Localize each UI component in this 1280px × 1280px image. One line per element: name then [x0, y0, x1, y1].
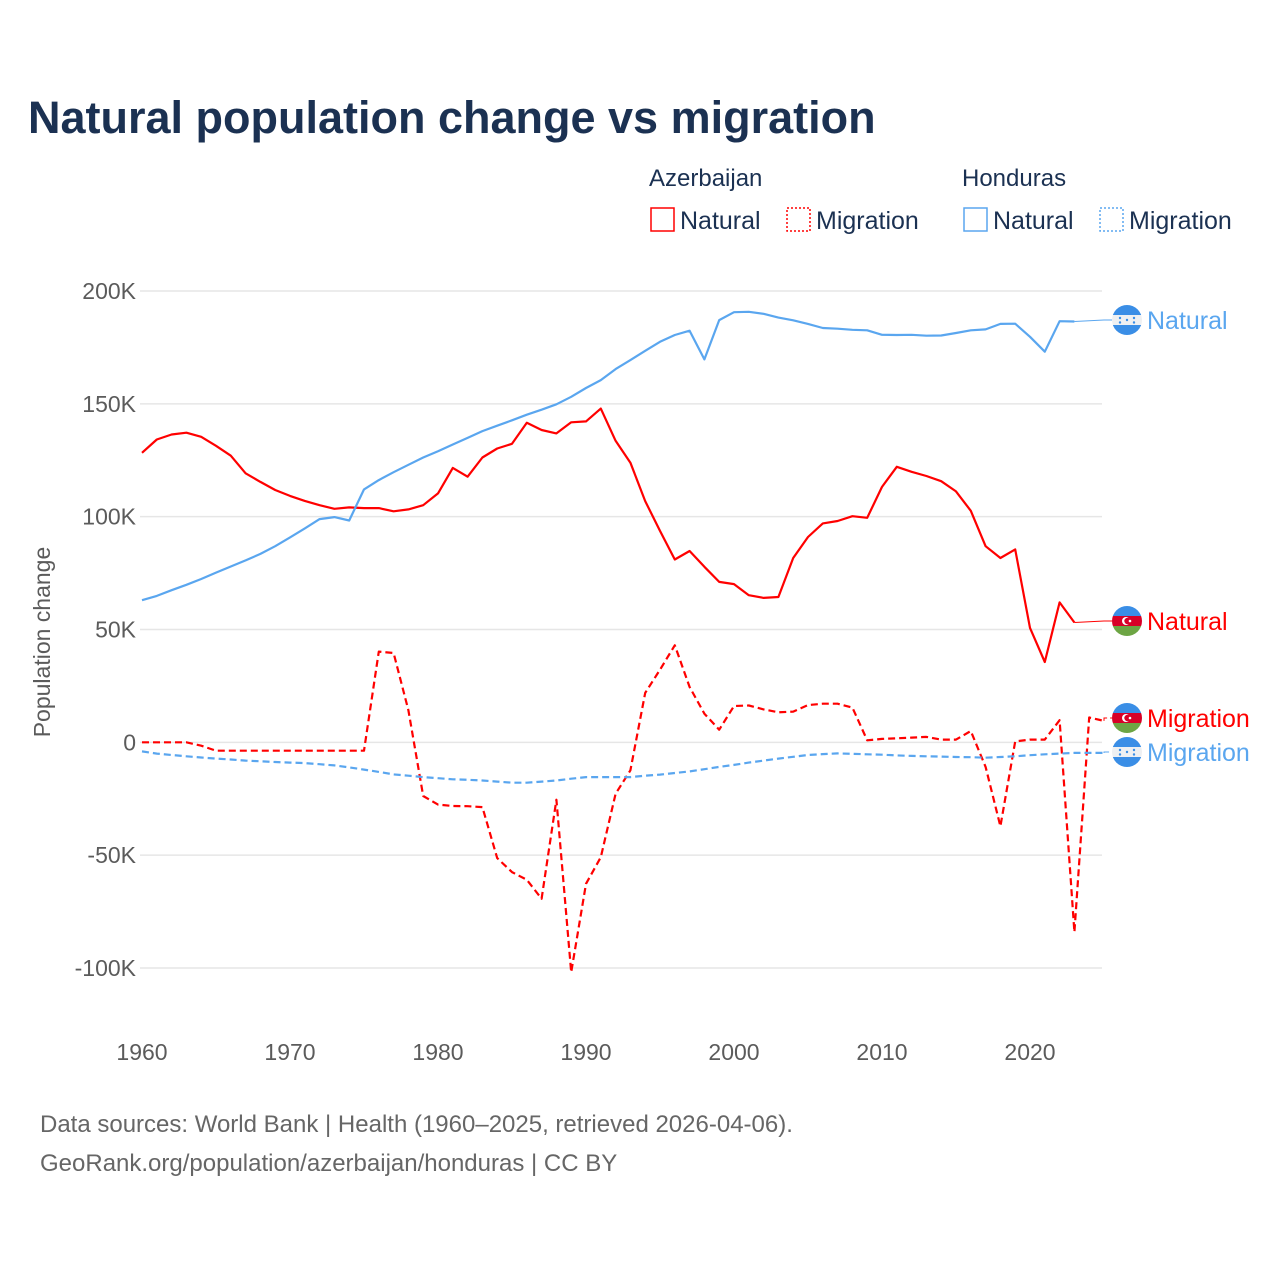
chart-title: Natural population change vs migration [28, 92, 876, 143]
series-lines [141, 310, 1105, 974]
x-tick-label: 1980 [412, 1039, 463, 1065]
source-line-1: Data sources: World Bank | Health (1960–… [40, 1111, 793, 1138]
series-line-azerbaijan-natural [141, 407, 1076, 664]
y-tick-label: 150K [82, 391, 136, 417]
series-line-honduras-migration [141, 750, 1104, 784]
y-tick-label: 0 [123, 729, 136, 755]
y-tick-label: 200K [82, 278, 136, 304]
end-label-honduras-natural: Natural [1147, 307, 1228, 335]
legend-label-honduras-natural: Natural [993, 207, 1074, 235]
y-tick-label: -50K [87, 842, 136, 868]
gridlines [140, 290, 1102, 969]
legend-label-honduras-migration: Migration [1129, 207, 1232, 235]
legend-swatch-azerbaijan-migration [786, 207, 811, 232]
azerbaijan-flag-icon [1112, 606, 1142, 636]
legend-label-azerbaijan-migration: Migration [816, 207, 919, 235]
legend-swatch-honduras-migration [1099, 207, 1124, 232]
end-label-honduras-migration: Migration [1147, 739, 1250, 767]
legend-group-honduras: Honduras [962, 165, 1066, 192]
y-axis-ticks: 200K 150K 100K 50K 0 -50K -100K [75, 278, 137, 981]
honduras-flag-icon [1112, 305, 1142, 335]
honduras-flag-icon [1112, 737, 1142, 767]
y-tick-label: 50K [95, 617, 137, 643]
legend-label-azerbaijan-natural: Natural [680, 207, 761, 235]
end-label-azerbaijan-migration: Migration [1147, 705, 1250, 733]
legend: Azerbaijan Natural Migration Honduras Na… [649, 165, 1232, 235]
legend-swatch-azerbaijan-natural [650, 207, 675, 232]
x-axis-ticks: 1960 1970 1980 1990 2000 2010 2020 [116, 1039, 1055, 1065]
y-axis-label: Population change [29, 547, 55, 738]
x-tick-label: 1960 [116, 1039, 167, 1065]
y-tick-label: -100K [75, 955, 137, 981]
y-tick-label: 100K [82, 504, 136, 530]
x-tick-label: 2010 [856, 1039, 907, 1065]
legend-swatch-honduras-natural [963, 207, 988, 232]
azerbaijan-flag-icon [1112, 703, 1142, 733]
legend-group-azerbaijan: Azerbaijan [649, 165, 762, 192]
end-label-connector [1074, 620, 1112, 624]
source-line-2: GeoRank.org/population/azerbaijan/hondur… [40, 1150, 617, 1177]
end-label-connector [1103, 717, 1112, 721]
x-tick-label: 1970 [264, 1039, 315, 1065]
end-label-azerbaijan-natural: Natural [1147, 608, 1228, 636]
end-labels: Natural Migration Natural Migration [1074, 305, 1250, 767]
x-tick-label: 1990 [560, 1039, 611, 1065]
end-label-connector [1103, 751, 1112, 753]
series-line-honduras-natural [141, 310, 1075, 602]
end-label-connector [1074, 319, 1112, 322]
series-line-azerbaijan-migration [142, 644, 1105, 974]
x-tick-label: 2020 [1004, 1039, 1055, 1065]
x-tick-label: 2000 [708, 1039, 759, 1065]
